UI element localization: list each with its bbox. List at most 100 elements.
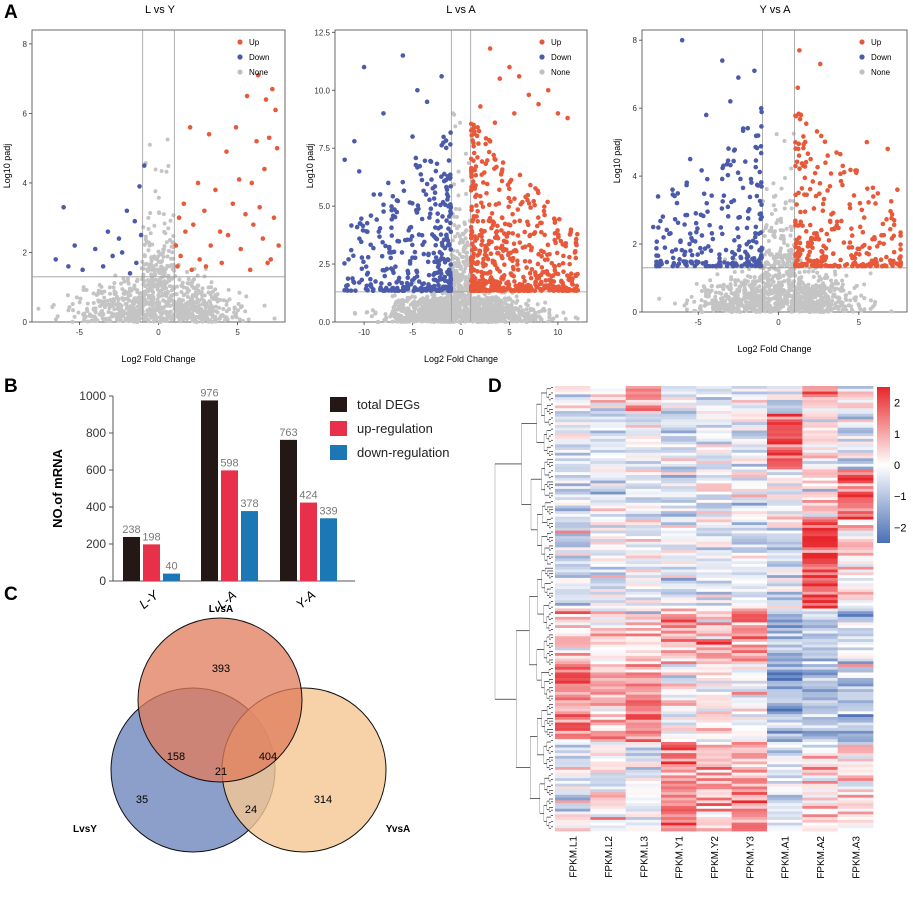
point-up: [825, 153, 831, 158]
y-tick-label: 0.0: [319, 318, 331, 327]
point-none: [212, 294, 217, 299]
point-none: [135, 315, 140, 320]
point-up: [243, 211, 248, 217]
point-none: [857, 303, 862, 308]
point-none: [200, 302, 205, 307]
point-down: [390, 213, 396, 219]
venn-region-lvsa-only: 393: [212, 663, 230, 675]
point-none: [157, 300, 162, 305]
y-tick-label: 200: [86, 537, 106, 551]
point-down: [134, 260, 139, 266]
point-up: [489, 225, 494, 231]
point-up: [826, 238, 832, 243]
point-down: [427, 211, 433, 216]
point-none: [489, 303, 494, 308]
point-none: [146, 240, 151, 245]
point-down: [726, 146, 731, 151]
point-up: [574, 283, 580, 289]
point-none: [752, 303, 757, 308]
point-none: [788, 288, 793, 293]
point-none: [180, 308, 185, 313]
point-up: [573, 255, 579, 261]
point-up: [230, 201, 236, 207]
point-up: [825, 188, 830, 193]
point-none: [405, 295, 410, 300]
point-none: [208, 308, 213, 313]
point-up: [827, 183, 833, 189]
y-tick-label: 6: [23, 109, 28, 118]
point-up: [881, 241, 887, 247]
point-up: [497, 187, 502, 193]
point-up: [203, 264, 209, 269]
point-up: [813, 193, 819, 199]
point-down: [412, 285, 418, 290]
point-down: [720, 58, 725, 63]
point-up: [517, 240, 523, 245]
point-down: [348, 247, 354, 253]
x-tick-label: -10: [358, 328, 370, 337]
point-none: [195, 297, 200, 302]
point-none: [804, 291, 809, 296]
point-down: [421, 281, 427, 286]
point-up: [793, 262, 799, 268]
point-up: [487, 46, 493, 51]
point-up: [473, 238, 478, 243]
point-up: [853, 168, 858, 173]
point-down: [368, 276, 373, 282]
point-none: [808, 305, 813, 310]
point-none: [185, 295, 190, 300]
point-none: [713, 294, 718, 299]
point-down: [119, 250, 125, 255]
point-down: [141, 163, 147, 168]
point-up: [554, 287, 560, 293]
point-none: [408, 315, 413, 320]
point-none: [672, 301, 677, 306]
point-down: [728, 162, 733, 168]
point-down: [413, 162, 419, 168]
point-none: [525, 313, 530, 318]
category-label: Y-A: [293, 587, 319, 612]
point-none: [165, 289, 170, 294]
point-none: [417, 318, 422, 323]
point-up: [852, 261, 858, 267]
point-up: [471, 143, 476, 149]
point-none: [836, 295, 841, 300]
point-up: [469, 247, 475, 253]
point-none: [737, 298, 742, 303]
point-up: [823, 246, 829, 251]
point-up: [495, 250, 501, 256]
y-tick-label: 5.0: [319, 202, 331, 211]
point-down: [433, 277, 438, 283]
point-up: [793, 218, 798, 224]
point-none: [755, 287, 760, 292]
point-up: [796, 111, 802, 117]
point-none: [873, 300, 878, 305]
point-up: [541, 208, 547, 214]
point-none: [160, 287, 165, 292]
point-up: [797, 166, 802, 172]
point-none: [774, 220, 779, 225]
point-none: [735, 293, 740, 298]
point-none: [536, 314, 541, 319]
point-up: [536, 101, 541, 107]
point-none: [119, 281, 124, 286]
point-down: [682, 222, 687, 227]
point-down: [687, 156, 693, 162]
point-none: [535, 302, 540, 307]
point-up: [838, 257, 843, 263]
point-up: [497, 76, 503, 81]
point-up: [493, 286, 498, 292]
point-up: [806, 253, 811, 258]
point-none: [828, 289, 833, 294]
point-none: [791, 131, 796, 136]
point-down: [674, 200, 680, 206]
point-up: [539, 220, 544, 226]
point-up: [534, 284, 539, 289]
point-up: [548, 282, 553, 287]
point-down: [692, 239, 698, 244]
point-down: [405, 271, 411, 276]
point-down: [346, 257, 351, 262]
point-none: [153, 315, 158, 320]
point-down: [444, 269, 450, 275]
point-none: [782, 175, 787, 180]
